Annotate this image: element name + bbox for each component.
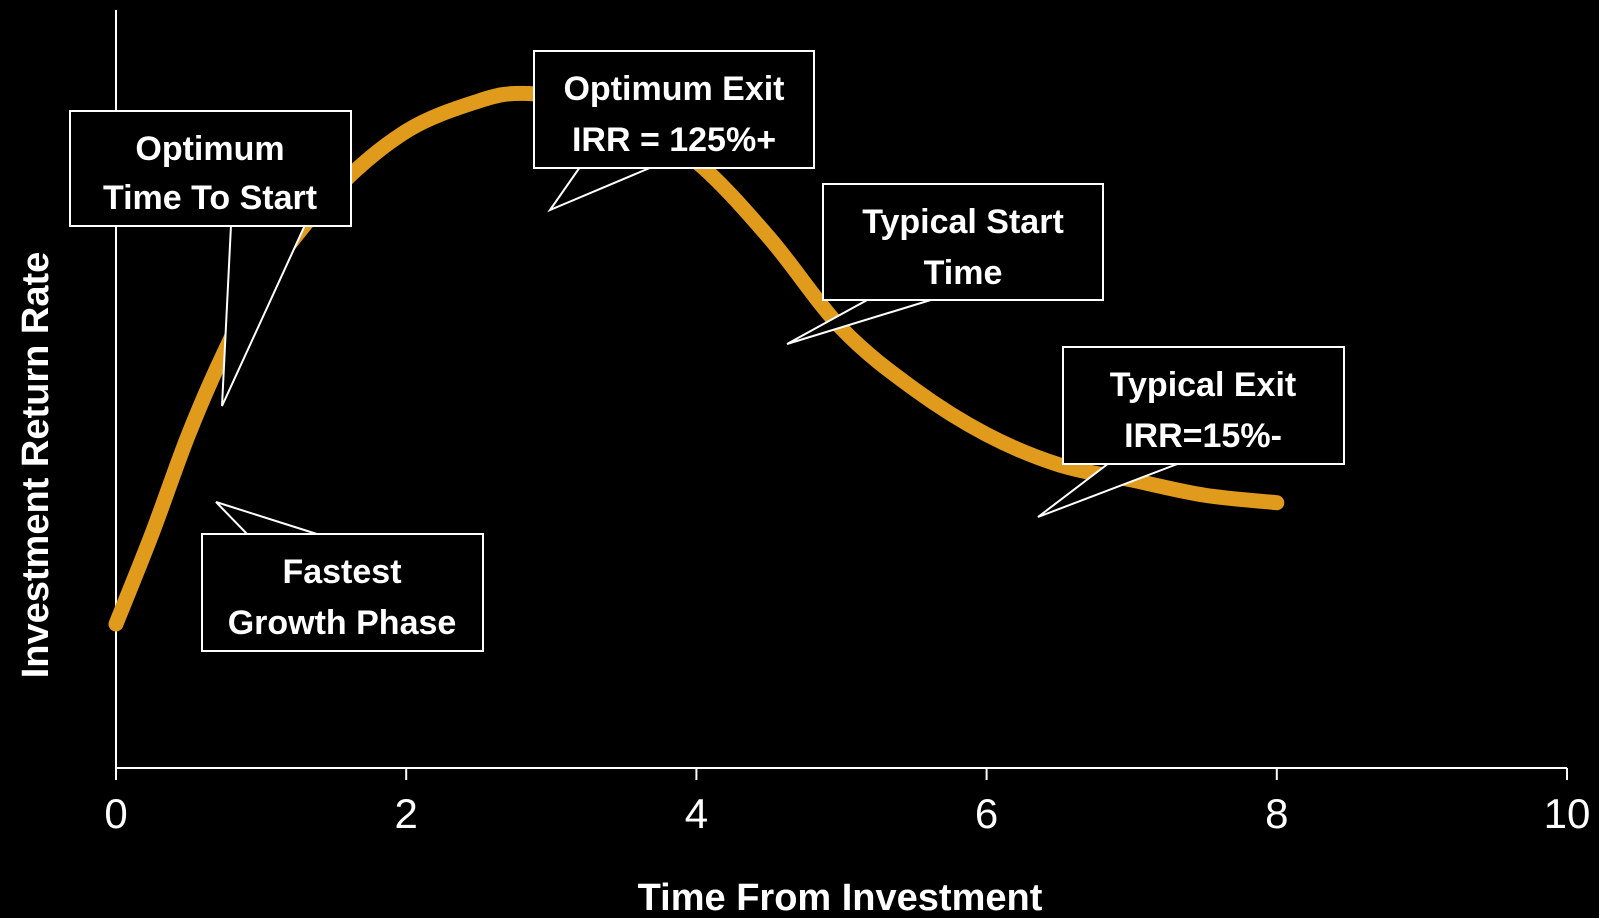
callout-box <box>1062 346 1345 465</box>
x-tick-label: 4 <box>685 790 708 837</box>
callout-box <box>822 183 1104 301</box>
callout-box <box>69 110 352 227</box>
x-axis-title: Time From Investment <box>638 877 1043 918</box>
callout-line-2: IRR=15%- <box>1124 417 1282 455</box>
y-axis-title: Investment Return Rate <box>15 252 57 679</box>
callout-box <box>533 50 815 169</box>
callout-optimum-start: Optimum Time To Start <box>69 110 352 407</box>
callout-line-2: Time To Start <box>103 179 317 217</box>
callout-line-1: Typical Exit <box>1110 366 1296 404</box>
x-tick-label: 8 <box>1265 790 1288 837</box>
callout-typical-exit: Typical Exit IRR=15%- <box>1037 346 1345 518</box>
callout-line-2: Time <box>924 254 1003 292</box>
callout-fastest-growth: Fastest Growth Phase <box>201 501 484 652</box>
callout-optimum-exit: Optimum Exit IRR = 125%+ <box>533 50 815 213</box>
x-tick-label: 0 <box>104 790 127 837</box>
x-ticks: 0 2 4 6 8 10 <box>104 768 1590 837</box>
x-tick-label: 10 <box>1544 790 1591 837</box>
callout-line-2: IRR = 125%+ <box>572 121 776 159</box>
callout-line-1: Fastest <box>282 553 401 591</box>
x-tick-label: 6 <box>975 790 998 837</box>
callout-typical-start: Typical Start Time <box>786 183 1104 345</box>
callout-pointer <box>221 224 307 407</box>
callout-line-1: Optimum Exit <box>563 70 784 108</box>
callout-line-1: Typical Start <box>862 203 1064 241</box>
callout-box <box>201 533 484 652</box>
callout-line-1: Optimum <box>135 130 284 168</box>
x-tick-label: 2 <box>395 790 418 837</box>
callout-line-2: Growth Phase <box>228 604 457 642</box>
callout-pointer <box>215 501 321 536</box>
callout-pointer <box>547 166 653 213</box>
